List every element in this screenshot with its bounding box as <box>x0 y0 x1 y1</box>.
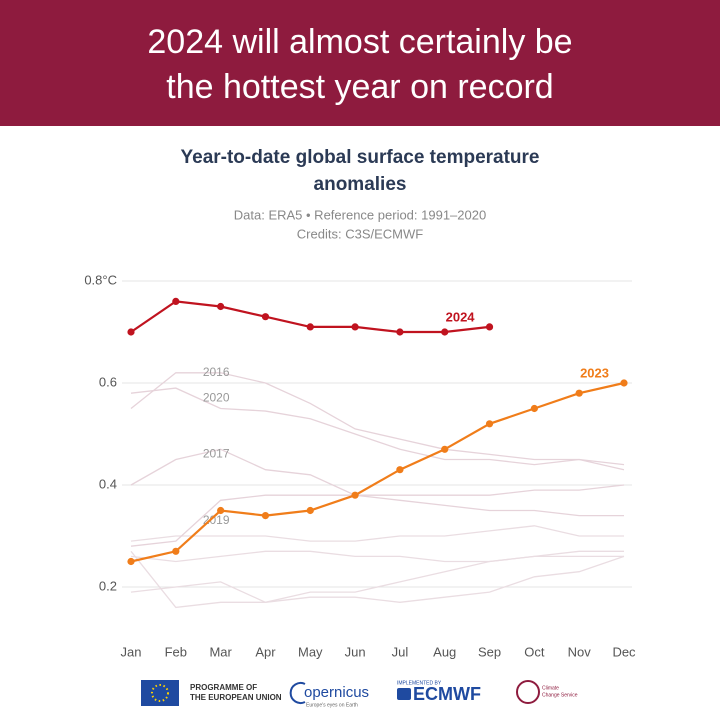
chart-title: anomalies <box>314 174 407 195</box>
x-tick-label: Sep <box>478 644 501 659</box>
series-line <box>130 372 625 466</box>
series-line <box>130 550 625 609</box>
copernicus-text: opernicus <box>304 684 369 701</box>
header-band <box>0 0 720 126</box>
c3s-icon <box>516 680 540 704</box>
data-point <box>485 323 494 331</box>
series-line <box>130 555 624 603</box>
x-tick-label: Oct <box>524 644 545 659</box>
y-tick-label: 0.6 <box>99 374 117 389</box>
series-line <box>130 550 624 563</box>
series-label: 2024 <box>446 309 476 324</box>
copernicus-c <box>289 682 306 704</box>
y-tick-label: 0.8°C <box>84 272 117 287</box>
data-point <box>261 313 270 321</box>
ecmwf-icon <box>397 688 411 700</box>
x-tick-label: Nov <box>568 644 592 659</box>
data-point <box>217 302 225 311</box>
series-line <box>130 448 624 517</box>
data-point <box>575 389 583 397</box>
series-line <box>130 387 625 471</box>
series-line <box>130 525 624 542</box>
ecmwf-text: ECMWF <box>413 684 481 704</box>
series-line <box>130 484 625 547</box>
series-line <box>130 381 625 563</box>
eu-text: THE EUROPEAN UNION <box>190 693 282 702</box>
y-tick-label: 0.2 <box>99 578 117 593</box>
data-point <box>620 379 628 387</box>
data-point <box>217 506 225 515</box>
data-point <box>441 328 449 336</box>
y-tick-label: 0.4 <box>99 476 117 491</box>
c3s-text: Change Service <box>542 692 578 698</box>
data-point <box>172 547 180 555</box>
series-label: 2020 <box>203 390 230 404</box>
footer: PROGRAMME OF THE EUROPEAN UNION opernicu… <box>141 680 578 708</box>
data-point <box>441 445 449 453</box>
copernicus-sub: Europe's eyes on Earth <box>306 702 358 708</box>
chart-subtitle: Data: ERA5 • Reference period: 1991–2020 <box>234 207 486 222</box>
data-point <box>351 491 359 499</box>
x-tick-label: Aug <box>433 644 456 659</box>
eu-text: PROGRAMME OF <box>190 683 257 692</box>
data-point <box>530 404 538 413</box>
eu-stars <box>151 684 169 702</box>
eu-flag <box>141 680 179 706</box>
chart-title: Year-to-date global surface temperature <box>181 147 540 168</box>
x-tick-label: Jun <box>345 644 366 659</box>
implemented-text: IMPLEMENTED BY <box>397 680 442 686</box>
series-label: 2016 <box>203 365 230 379</box>
header-title: 2024 will almost certainly be <box>147 23 572 61</box>
data-point <box>306 506 314 515</box>
series-label: 2019 <box>203 513 230 527</box>
x-tick-label: Mar <box>209 644 232 659</box>
data-point <box>306 323 314 331</box>
data-point <box>396 328 404 336</box>
series-label: 2023 <box>580 365 609 380</box>
x-tick-label: Apr <box>255 644 276 659</box>
data-point <box>396 466 404 474</box>
x-tick-label: Jul <box>392 644 409 659</box>
chart-subtitle: Credits: C3S/ECMWF <box>297 226 423 241</box>
plot: 0.8°C 0.6 0.4 0.2 Jan Feb Mar Apr May Jun Jul Aug Se… <box>84 272 636 659</box>
x-tick-label: Jan <box>121 644 142 659</box>
header-title: the hottest year on record <box>166 68 553 106</box>
c3s-text: Climate <box>542 685 559 691</box>
x-tick-label: Dec <box>612 644 636 659</box>
data-point <box>127 557 135 566</box>
data-point <box>351 323 359 331</box>
data-point <box>127 328 135 336</box>
data-point <box>261 511 270 520</box>
data-point <box>172 297 180 305</box>
data-point <box>485 420 494 428</box>
x-tick-label: May <box>298 644 323 659</box>
x-tick-label: Feb <box>165 644 187 659</box>
series-label: 2017 <box>203 447 230 461</box>
